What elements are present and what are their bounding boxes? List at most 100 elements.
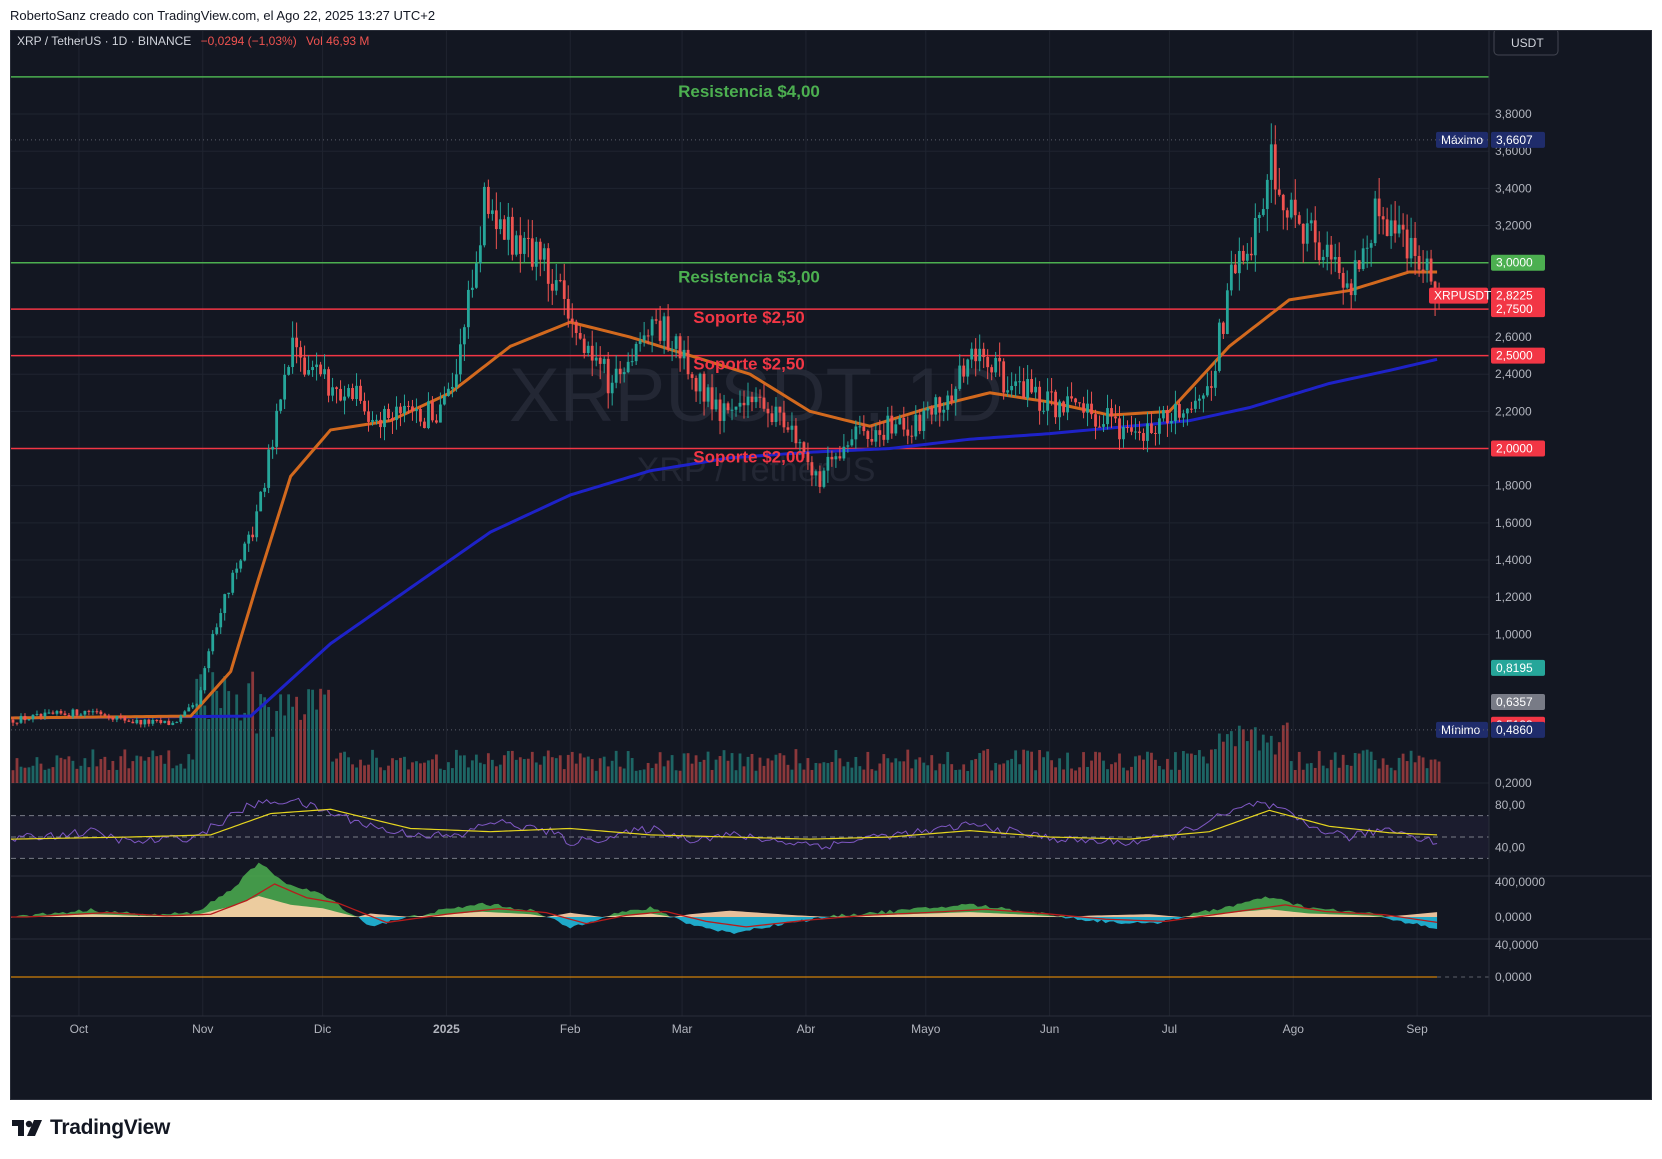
candle-body	[1357, 260, 1361, 270]
volume-bar	[934, 770, 938, 783]
volume-bar	[794, 749, 798, 783]
candle-body	[862, 426, 866, 432]
volume-bar	[307, 689, 310, 783]
volume-bar	[982, 750, 986, 783]
candle-body	[938, 397, 942, 413]
candle-body	[702, 373, 706, 402]
candle-body	[167, 720, 171, 725]
volume-bar	[478, 762, 482, 783]
volume-bar	[726, 760, 730, 783]
volume-bar	[586, 756, 590, 783]
price-badge-side-text: Mínimo	[1441, 723, 1481, 737]
volume-bar	[1221, 741, 1225, 783]
candle-body	[774, 406, 778, 422]
volume-bar	[55, 755, 59, 783]
volume-bar	[722, 750, 726, 783]
volume-bar	[395, 760, 398, 783]
volume-bar	[654, 763, 658, 783]
volume-bar	[1042, 757, 1046, 783]
volume-bar	[1178, 769, 1181, 783]
volume-bar	[1409, 750, 1413, 783]
candle-body	[902, 417, 906, 430]
volume-bar	[371, 749, 374, 783]
candle-body	[738, 402, 742, 407]
volume-bar	[702, 759, 706, 783]
candle-body	[910, 435, 914, 437]
volume-bar	[806, 758, 810, 783]
candle-body	[287, 367, 291, 375]
candle-body	[1337, 257, 1341, 273]
candle-body	[1401, 224, 1405, 230]
y-tick-label: 2,6000	[1495, 330, 1532, 344]
volume-bar	[51, 767, 55, 783]
y-tick-label: 3,2000	[1495, 219, 1532, 233]
volume-bar	[1094, 751, 1097, 783]
candle-body	[123, 716, 127, 721]
volume-bar	[1062, 769, 1065, 783]
volume-bar	[255, 733, 259, 783]
volume-bar	[275, 710, 279, 783]
volume-bar	[1373, 760, 1377, 783]
candle-body	[303, 357, 307, 375]
candle-body	[1193, 400, 1197, 409]
volume-bar	[1393, 770, 1397, 783]
volume-bar	[375, 757, 378, 783]
volume-bar	[802, 769, 806, 783]
volume-bar	[1150, 752, 1153, 783]
candle-body	[966, 359, 970, 377]
volume-bar	[1321, 765, 1325, 783]
candle-body	[542, 248, 546, 260]
volume-bar	[1138, 755, 1141, 783]
price-chart[interactable]: XRPUSDT, 1D XRP / TetherUS Resistencia $…	[11, 31, 1652, 1100]
volume-bar	[618, 766, 622, 783]
volume-bar	[1209, 749, 1213, 783]
volume-bar	[738, 753, 742, 783]
volume-bar	[590, 759, 594, 783]
volume-bar	[1122, 767, 1125, 783]
volume-bar	[1038, 750, 1042, 783]
candle-body	[1293, 199, 1297, 216]
candle-body	[415, 408, 418, 412]
candle-body	[419, 408, 422, 422]
volume-bar	[922, 762, 926, 783]
volume-bar	[754, 770, 758, 783]
volume-bar	[606, 766, 610, 783]
currency-button[interactable]: USDT	[1493, 31, 1559, 56]
candle-body	[1369, 243, 1373, 248]
price-badge-side	[1436, 131, 1488, 148]
volume-bar	[139, 756, 143, 783]
volume-bar	[1353, 752, 1357, 783]
candle-body	[203, 668, 207, 691]
candle-body	[1138, 431, 1141, 434]
candle-body	[646, 335, 650, 337]
candle-body	[650, 319, 654, 336]
candle-body	[482, 186, 486, 246]
candle-body	[618, 368, 622, 375]
candle-body	[1038, 386, 1042, 411]
volume-bar	[930, 755, 934, 783]
volume-bar	[970, 760, 974, 783]
chart-frame[interactable]: XRPUSDT, 1D XRP / TetherUS Resistencia $…	[10, 30, 1652, 1100]
volume-bar	[490, 759, 494, 783]
candle-body	[447, 388, 450, 397]
candle-body	[247, 534, 251, 544]
candle-body	[798, 442, 802, 444]
candle-body	[1373, 198, 1377, 244]
candle-body	[622, 372, 626, 375]
candle-body	[614, 368, 618, 383]
volume-bar	[634, 770, 638, 783]
candle-body	[187, 707, 191, 712]
volume-bar	[1277, 742, 1281, 783]
volume-bar	[1429, 759, 1433, 783]
candle-body	[570, 318, 574, 322]
candle-body	[518, 235, 522, 254]
price-badge-text: 3,0000	[1496, 256, 1533, 270]
candle-body	[231, 572, 235, 593]
candle-body	[1110, 408, 1113, 417]
tradingview-logo[interactable]: TradingView	[12, 1116, 170, 1140]
volume-bar	[862, 769, 866, 783]
volume-bar	[1098, 752, 1101, 783]
volume-bar	[1190, 753, 1193, 783]
candle-body	[490, 210, 494, 214]
candle-body	[1217, 322, 1221, 371]
